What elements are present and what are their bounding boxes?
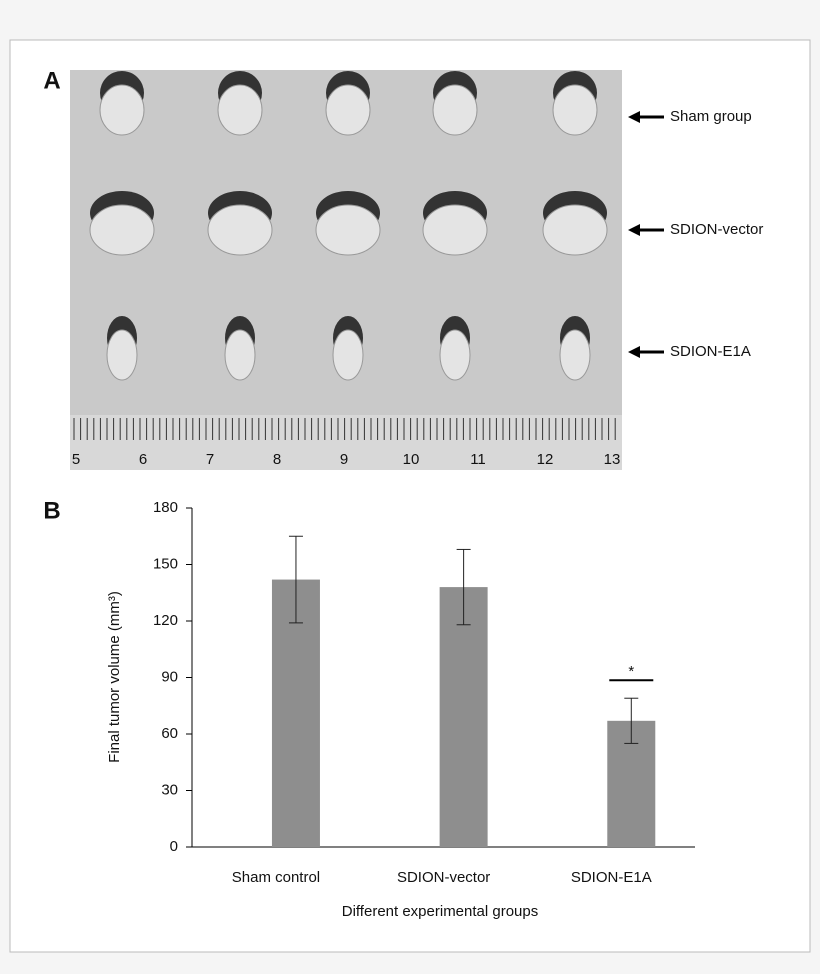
tumor [552, 84, 598, 136]
ruler-label: 13 [604, 451, 621, 468]
tumor [207, 204, 273, 256]
ruler-label: 12 [537, 451, 554, 468]
x-tick-label: SDION-E1A [571, 869, 652, 886]
significance-mark: * [628, 663, 634, 680]
tumor [99, 84, 145, 136]
ruler [70, 415, 622, 470]
y-tick-label: 30 [161, 781, 178, 798]
arrow-head [628, 346, 640, 358]
arrow-head [628, 224, 640, 236]
y-tick-label: 0 [170, 838, 178, 855]
annotation: SDION-E1A [670, 343, 751, 360]
panel-label: A [43, 67, 60, 94]
tumor [89, 204, 155, 256]
x-tick-label: SDION-vector [397, 869, 490, 886]
tumor [217, 84, 263, 136]
photo [70, 70, 622, 470]
x-axis-label: Different experimental groups [342, 903, 539, 920]
tumor [315, 204, 381, 256]
tumor [439, 329, 471, 381]
arrow-head [628, 111, 640, 123]
tumor [559, 329, 591, 381]
annotation: SDION-vector [670, 221, 763, 238]
y-tick-label: 60 [161, 725, 178, 742]
ruler-label: 8 [273, 451, 281, 468]
ruler-label: 7 [206, 451, 214, 468]
ruler-label: 9 [340, 451, 348, 468]
tumor [224, 329, 256, 381]
tumor [332, 329, 364, 381]
ruler-label: 5 [72, 451, 80, 468]
panel-label: B [43, 497, 60, 524]
y-tick-label: 180 [153, 499, 178, 516]
ruler-label: 6 [139, 451, 147, 468]
tumor [432, 84, 478, 136]
y-tick-label: 150 [153, 555, 178, 572]
tumor [106, 329, 138, 381]
tumor [325, 84, 371, 136]
y-axis-label: Final tumor volume (mm³) [106, 591, 123, 763]
ruler-label: 10 [403, 451, 420, 468]
ruler-label: 11 [470, 451, 486, 468]
tumor [542, 204, 608, 256]
bar [439, 587, 488, 847]
annotation: Sham group [670, 108, 752, 125]
tumor [422, 204, 488, 256]
y-tick-label: 120 [153, 612, 178, 629]
x-tick-label: Sham control [232, 869, 320, 886]
y-tick-label: 90 [161, 668, 178, 685]
bar [271, 579, 320, 847]
